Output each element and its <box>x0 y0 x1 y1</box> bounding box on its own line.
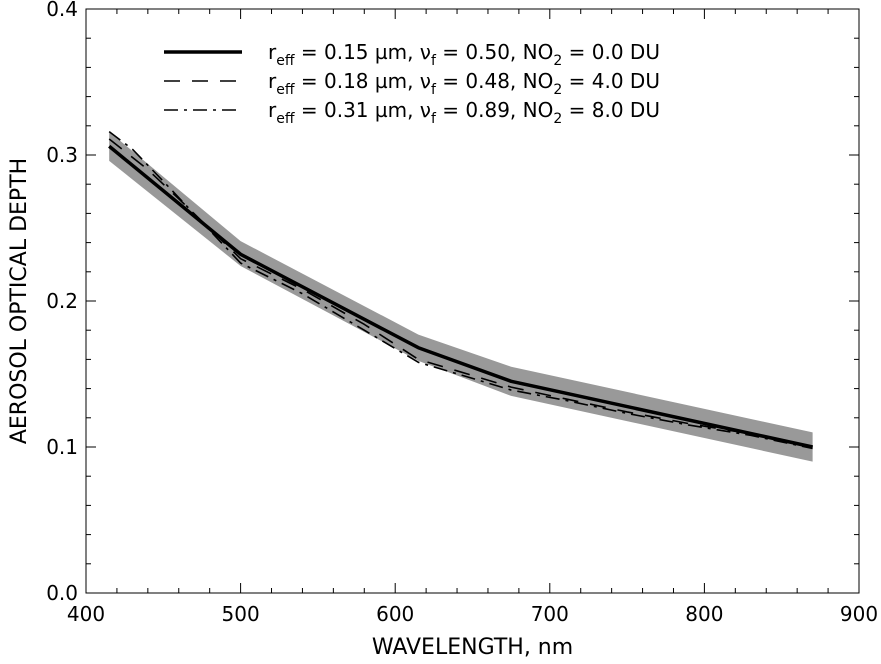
y-tick-label: 0.4 <box>46 0 78 21</box>
legend-label-2: reff = 0.18 µm, νf = 0.48, NO2 = 4.0 DU <box>268 69 660 98</box>
series-line-3 <box>108 131 813 450</box>
y-tick-label: 0.1 <box>46 435 78 459</box>
plot-area-frame <box>85 8 860 594</box>
legend: reff = 0.15 µm, νf = 0.50, NO2 = 0.0 DUr… <box>164 40 660 127</box>
x-axis-label: WAVELENGTH, nm <box>372 635 573 660</box>
legend-label-3: reff = 0.31 µm, νf = 0.89, NO2 = 8.0 DU <box>268 98 660 127</box>
x-tick-label: 400 <box>67 602 105 626</box>
y-axis-label: AEROSOL OPTICAL DEPTH <box>7 158 32 444</box>
axis-tick-labels: 400 500 600 700 800 900 0.0 0.1 0.2 0.3 0.4 <box>46 0 878 626</box>
series-layer <box>108 131 813 450</box>
x-tick-label: 700 <box>531 602 569 626</box>
x-tick-label: 500 <box>222 602 260 626</box>
legend-label-1: reff = 0.15 µm, νf = 0.50, NO2 = 0.0 DU <box>268 40 660 69</box>
uncertainty-band-layer <box>109 131 813 462</box>
y-tick-label: 0.2 <box>46 289 78 313</box>
axis-ticks <box>85 8 860 594</box>
uncertainty-band <box>109 131 813 462</box>
x-tick-label: 800 <box>685 602 723 626</box>
y-tick-label: 0.3 <box>46 143 78 167</box>
series-line-1 <box>108 144 813 449</box>
x-tick-label: 600 <box>376 602 414 626</box>
series-line-2 <box>108 138 813 448</box>
y-tick-label: 0.0 <box>46 581 78 605</box>
x-tick-label: 900 <box>840 602 878 626</box>
